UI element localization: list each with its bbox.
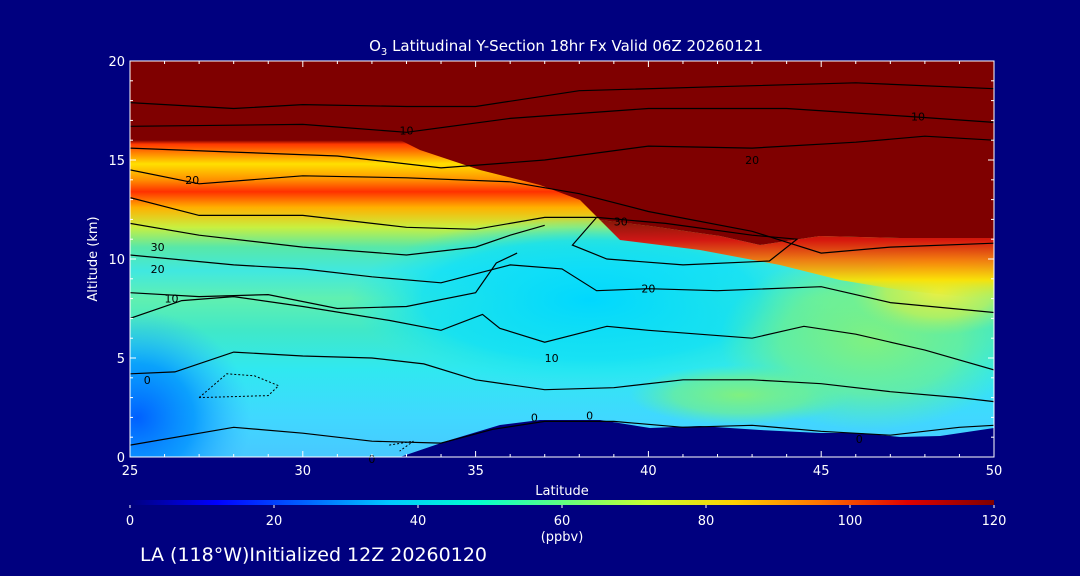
contour-line [130, 222, 545, 256]
colorbar-tick-label: 40 [410, 514, 427, 529]
x-axis: 25 30 35 40 45 50 [122, 61, 1003, 479]
contour-line [130, 420, 994, 446]
contour-line [571, 216, 799, 266]
y-tick-label: 10 [108, 253, 125, 268]
contour-line [130, 295, 994, 371]
colorbar-ticks: 0 20 40 60 80 100 120 [126, 505, 1007, 529]
contour-label: 30 [614, 215, 628, 228]
x-tick-label: 25 [122, 464, 139, 479]
footer-text: LA (118°W)Initialized 12Z 20260120 [140, 544, 487, 566]
x-axis-label: Latitude [535, 484, 589, 499]
contour-label: 20 [745, 154, 759, 167]
contour-label: 10 [545, 352, 559, 365]
contour-line [130, 252, 518, 310]
x-tick-label: 40 [640, 464, 657, 479]
contour-line [130, 169, 994, 254]
contour-label: 0 [856, 433, 863, 446]
contour-lines [130, 82, 994, 452]
colorbar-tick-label: 100 [838, 514, 863, 529]
chart-title: O3 Latitudinal Y-Section 18hr Fx Valid 0… [369, 37, 763, 58]
contour-line [130, 82, 994, 110]
x-tick-label: 45 [813, 464, 830, 479]
colorbar [130, 500, 994, 505]
colorbar-tick-label: 80 [698, 514, 715, 529]
contour-label: 20 [641, 283, 655, 296]
y-tick-label: 15 [108, 154, 125, 169]
y-axis: 0 5 10 15 20 [108, 55, 994, 466]
y-tick-label: 20 [108, 55, 125, 70]
x-tick-label: 50 [986, 464, 1003, 479]
contour-label: 20 [151, 263, 165, 276]
ozone-field [130, 61, 994, 457]
contour-line-dotted [198, 373, 280, 399]
contour-line [130, 197, 597, 230]
colorbar-tick-label: 60 [554, 514, 571, 529]
contour-line [130, 254, 994, 314]
x-tick-label: 30 [295, 464, 312, 479]
colorbar-tick-label: 0 [126, 514, 134, 529]
contour-line [130, 135, 994, 169]
contour-label: 0 [144, 374, 151, 387]
colorbar-unit: (ppbv) [541, 530, 584, 545]
contour-label: 0 [586, 409, 593, 422]
contour-label: 20 [185, 174, 199, 187]
contour-line [130, 107, 994, 133]
contour-label: 10 [911, 110, 925, 123]
colorbar-tick-label: 120 [982, 514, 1007, 529]
contour-label: 10 [399, 124, 413, 137]
colorbar-tick-label: 20 [266, 514, 283, 529]
contour-label: 0 [368, 453, 375, 466]
contour-label: 30 [151, 241, 165, 254]
contour-label: 0 [531, 411, 538, 424]
contour-labels: 10 10 20 20 30 30 20 10 20 10 0 0 0 0 0 [144, 110, 925, 466]
contour-label: 10 [164, 293, 178, 306]
contour-line-dotted [389, 440, 414, 452]
y-axis-label: Altitude (km) [86, 216, 101, 301]
y-tick-label: 0 [117, 451, 125, 466]
y-tick-label: 5 [117, 352, 125, 367]
x-tick-label: 35 [467, 464, 484, 479]
contour-line [130, 351, 994, 403]
